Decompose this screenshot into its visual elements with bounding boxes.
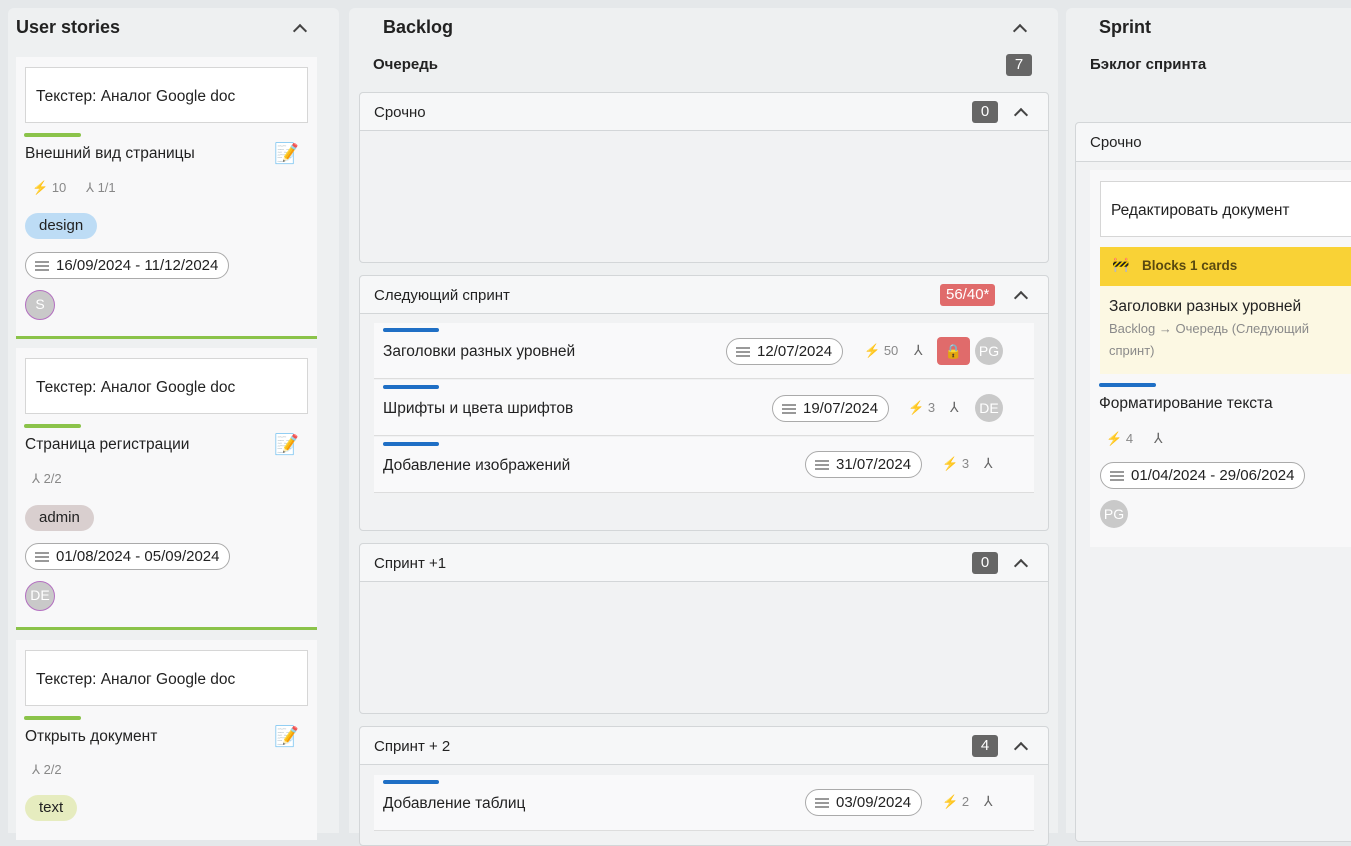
queue-title: Очередь [373,56,438,73]
epic-label[interactable]: Текстер: Аналог Google doc [25,358,308,414]
story-points: ⚡ 10 [32,180,67,195]
story-points: ⚡ 50 [864,343,899,358]
task-row[interactable]: Заголовки разных уровней 12/07/2024 ⚡ 50… [374,323,1034,379]
color-bar [1099,383,1156,387]
blocked-card-path: Backlog → Очередь (Следующий спринт) [1109,321,1310,358]
points-value: 3 [961,456,970,471]
points-value: 4 [1125,431,1134,446]
section-sprint-plus-1: Спринт +1 0 [359,543,1049,714]
epic-label[interactable]: Редактировать документ [1100,181,1351,237]
points-value: 3 [927,400,936,415]
task-row[interactable]: Добавление изображений 31/07/2024 ⚡ 3 ⅄ [374,437,1034,493]
blocks-banner[interactable]: 🚧 Blocks 1 cards [1100,247,1351,286]
subtasks-icon: ⅄ [950,399,959,415]
card-title[interactable]: Внешний вид страницы [25,145,195,162]
queue-count-badge: 7 [1006,54,1032,76]
task-row[interactable]: Добавление таблиц 03/09/2024 ⚡ 2 ⅄ [374,775,1034,831]
color-bar [24,424,81,428]
collapse-chevron-icon[interactable] [1013,741,1029,757]
section-title: Спринт +1 [374,555,447,572]
task-title[interactable]: Добавление таблиц [383,795,526,812]
avatar[interactable]: DE [975,394,1003,422]
section-urgent: Срочно 0 [359,92,1049,263]
subtasks: ⅄ 2/2 [32,471,62,486]
task-title[interactable]: Заголовки разных уровней [383,343,576,360]
section-next-sprint: Следующий спринт 56/40* Заголовки разных… [359,275,1049,531]
subtasks-icon: ⅄ [914,342,923,358]
story-card[interactable]: Текстер: Аналог Google doc Страница реги… [16,348,317,630]
avatar[interactable]: DE [25,581,55,611]
blocked-card-title[interactable]: Заголовки разных уровней [1109,298,1302,315]
points-value: 10 [51,180,67,195]
color-bar [383,780,439,784]
edit-note-icon[interactable]: 📝 [274,726,299,748]
collapse-chevron-icon[interactable] [1013,290,1029,306]
subtasks-value: 2/2 [43,762,62,777]
color-bar [383,442,439,446]
story-card[interactable]: Текстер: Аналог Google doc Открыть докум… [16,640,317,840]
lock-icon[interactable]: 🔒 [937,337,970,365]
date-range[interactable]: 01/08/2024 - 05/09/2024 [25,543,231,570]
roadblock-icon: 🚧 [1112,256,1130,272]
blocks-label: Blocks 1 cards [1142,258,1238,273]
section-title: Срочно [1090,134,1142,151]
tag-admin[interactable]: admin [25,505,94,531]
count-badge: 4 [972,735,998,757]
avatar[interactable]: S [25,290,55,320]
blocked-card-link[interactable]: Заголовки разных уровней Backlog → Очере… [1100,286,1351,374]
column-title: User stories [16,17,121,37]
subtasks-value: 1/1 [97,180,116,195]
card-title[interactable]: Открыть документ [25,728,158,745]
sprint-card[interactable]: Редактировать документ 🚧 Blocks 1 cards З… [1090,170,1351,547]
subtasks: ⅄ 2/2 [32,762,62,777]
task-row[interactable]: Шрифты и цвета шрифтов 19/07/2024 ⚡ 3 ⅄ … [374,380,1034,436]
column-title: Backlog [383,17,454,37]
sprint-backlog-title: Бэклог спринта [1090,56,1207,73]
color-bar [24,716,81,720]
section-title: Следующий спринт [374,287,510,304]
epic-label[interactable]: Текстер: Аналог Google doc [25,650,308,706]
subtasks-icon: ⅄ [984,793,993,809]
color-bar [383,328,439,332]
epic-label[interactable]: Текстер: Аналог Google doc [25,67,308,123]
color-bar [24,133,81,137]
column-title: Sprint [1099,17,1151,37]
collapse-chevron-icon[interactable] [1013,558,1029,574]
points-value: 2 [961,794,970,809]
due-date[interactable]: 03/09/2024 [805,789,923,816]
story-points: ⚡ 3 [908,400,936,415]
story-card[interactable]: Текстер: Аналог Google doc Внешний вид с… [16,57,317,339]
due-date[interactable]: 19/07/2024 [772,395,890,422]
subtasks-icon: ⅄ [984,455,993,471]
story-points: ⚡ 2 [942,794,970,809]
date-range[interactable]: 01/04/2024 - 29/06/2024 [1100,462,1306,489]
date-range[interactable]: 16/09/2024 - 11/12/2024 [25,252,230,279]
tag-text[interactable]: text [25,795,78,821]
task-title[interactable]: Добавление изображений [383,457,571,474]
collapse-chevron-icon[interactable] [1013,107,1029,123]
subtasks-value: 2/2 [43,471,62,486]
avatar[interactable]: PG [1100,500,1128,528]
edit-note-icon[interactable]: 📝 [274,143,299,165]
section-title: Срочно [374,104,426,121]
task-title[interactable]: Шрифты и цвета шрифтов [383,400,574,417]
subtasks: ⅄ 1/1 [86,180,116,195]
card-title[interactable]: Страница регистрации [25,436,190,453]
edit-note-icon[interactable]: 📝 [274,434,299,456]
points-value: 50 [883,343,899,358]
avatar[interactable]: PG [975,337,1003,365]
due-date[interactable]: 31/07/2024 [805,451,923,478]
count-badge: 56/40* [940,284,996,306]
count-badge: 0 [972,552,998,574]
section-title: Спринт + 2 [374,738,451,755]
tag-design[interactable]: design [25,213,98,239]
story-points: ⚡ 3 [942,456,970,471]
due-date[interactable]: 12/07/2024 [726,338,844,365]
section-sprint-plus-2: Спринт + 2 4 Добавление таблиц 03/09/202… [359,726,1049,846]
subtasks-icon: ⅄ [1154,430,1163,446]
count-badge: 0 [972,101,998,123]
story-points: ⚡ 4 [1106,431,1134,446]
color-bar [383,385,439,389]
card-title[interactable]: Форматирование текста [1099,395,1273,412]
